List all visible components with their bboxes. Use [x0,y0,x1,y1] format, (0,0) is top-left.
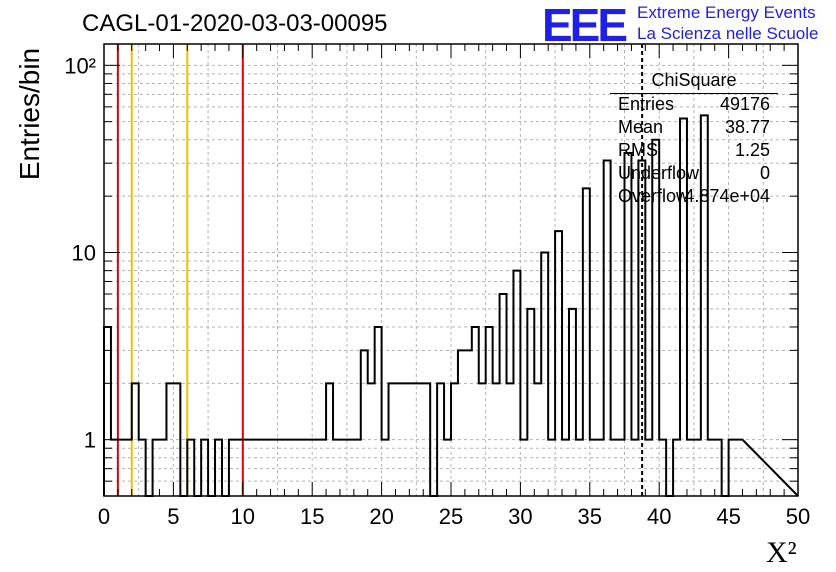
stats-title: ChiSquare [610,70,778,94]
histogram-line [103,114,799,497]
y-tick-label: 10 [72,240,96,265]
stats-value: 49176 [719,94,770,114]
x-tick-label: 0 [98,504,110,529]
stats-key: Entries [618,94,675,114]
stats-key: Underflow [618,163,700,183]
x-tick-label: 20 [369,504,393,529]
x-tick-label: 35 [578,504,602,529]
stats-key: Overflow [618,186,690,206]
x-tick-label: 5 [167,504,179,529]
x-tick-label: 30 [508,504,532,529]
stats-key: RMS [618,140,658,160]
x-tick-label: 45 [716,504,740,529]
stats-value: 0 [759,163,770,183]
x-tick-label: 10 [231,504,255,529]
brand-line-2: La Scienza nelle Scuole [637,24,819,43]
stats-key: Mean [618,117,664,137]
x-tick-label: 50 [786,504,810,529]
stats-value: 1.25 [734,140,770,160]
y-tick-label: 10² [64,53,96,78]
y-tick-label: 1 [84,428,96,453]
x-axis-label: X² [766,536,797,569]
stats-value: 4.874e+04 [684,186,770,206]
stats-value: 38.77 [724,117,770,137]
x-tick-label: 40 [647,504,671,529]
chart-title: CAGL-01-2020-03-03-00095 [82,10,388,37]
y-axis-label: Entries/bin [14,47,45,181]
x-tick-label: 25 [439,504,463,529]
brand-line-1: Extreme Energy Events [637,3,816,22]
x-tick-label: 15 [300,504,324,529]
eee-logo: EEE [542,0,628,51]
